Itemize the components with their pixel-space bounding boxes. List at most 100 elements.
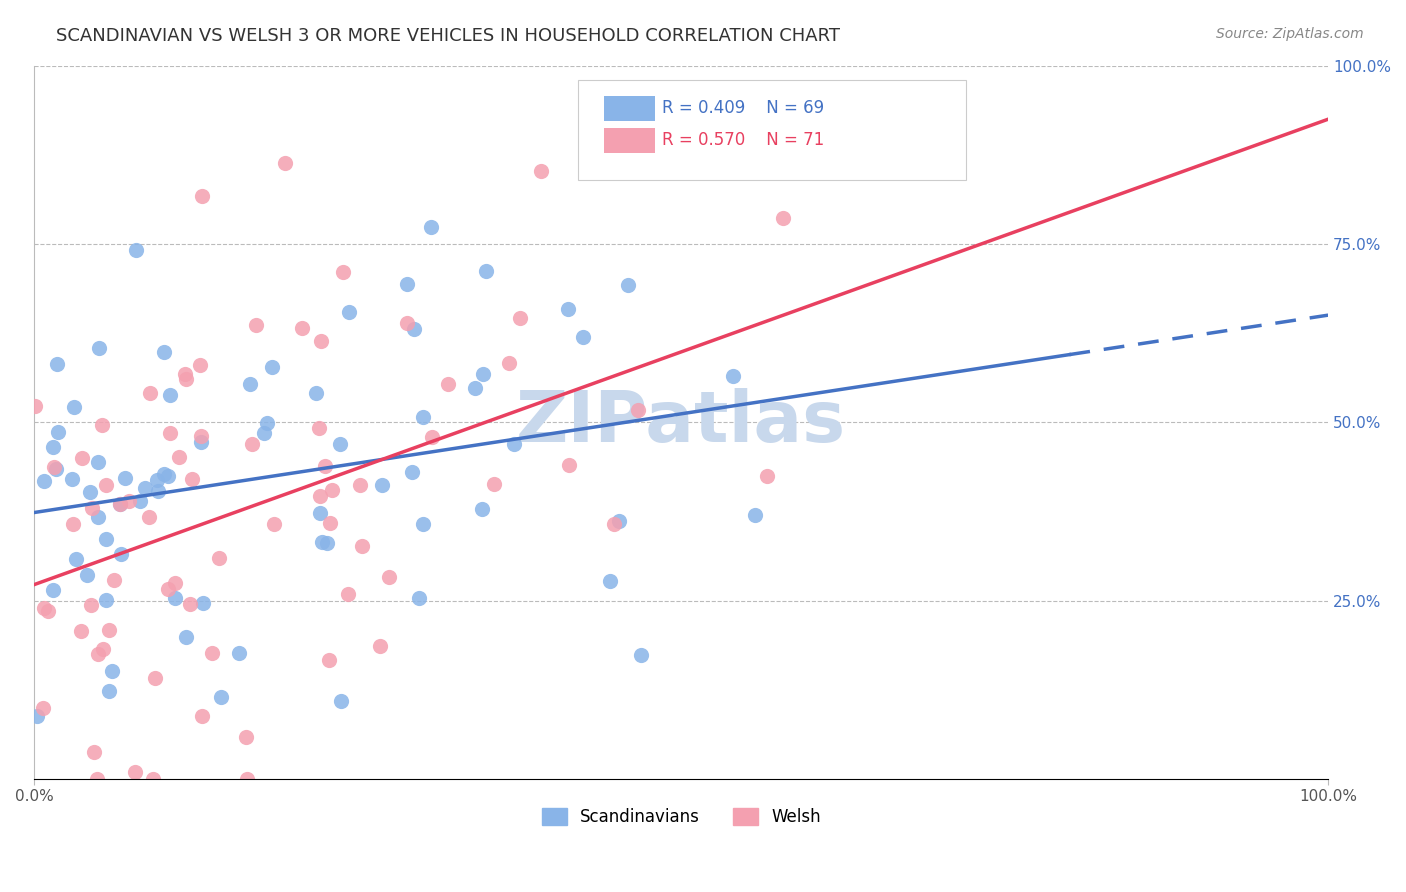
Point — [103, 573, 125, 587]
Point — [332, 265, 354, 279]
Point — [79, 484, 101, 499]
Point — [134, 481, 156, 495]
Point — [145, 473, 167, 487]
Point — [630, 648, 652, 662]
Point — [262, 360, 284, 375]
Point — [330, 694, 353, 708]
Point — [437, 377, 460, 392]
FancyBboxPatch shape — [603, 128, 655, 153]
Point — [176, 630, 198, 644]
Point — [152, 467, 174, 481]
Point — [236, 772, 259, 786]
Point — [153, 345, 176, 359]
Point — [370, 478, 392, 492]
Point — [101, 664, 124, 678]
Point — [32, 701, 55, 715]
Point — [76, 568, 98, 582]
Point — [256, 416, 278, 430]
Point — [62, 517, 84, 532]
Point — [32, 474, 55, 488]
Point — [308, 506, 330, 520]
Point — [46, 425, 69, 440]
Point — [142, 772, 165, 786]
Point — [756, 468, 779, 483]
Point — [502, 437, 524, 451]
Point — [208, 551, 231, 566]
Point — [336, 587, 359, 601]
Point — [401, 466, 423, 480]
Text: R = 0.570    N = 71: R = 0.570 N = 71 — [662, 131, 824, 150]
Point — [329, 436, 352, 450]
Point — [337, 304, 360, 318]
Point — [209, 690, 232, 704]
Point — [396, 316, 419, 330]
Point — [27, 709, 49, 723]
Point — [263, 516, 285, 531]
Point — [145, 671, 167, 685]
Point — [558, 458, 581, 472]
Point — [62, 472, 84, 486]
Point — [721, 369, 744, 384]
Point — [173, 367, 195, 381]
Point — [419, 220, 441, 235]
Point — [82, 501, 104, 516]
Point — [110, 547, 132, 561]
Point — [70, 624, 93, 638]
Point — [319, 516, 342, 530]
Point — [91, 642, 114, 657]
Point — [557, 301, 579, 316]
Point — [599, 574, 621, 588]
Point — [45, 461, 67, 475]
Point — [42, 440, 65, 454]
Point — [252, 425, 274, 440]
Point — [42, 583, 65, 598]
Point — [311, 535, 333, 549]
Point — [190, 358, 212, 372]
Point — [412, 517, 434, 532]
Point — [239, 376, 262, 391]
Point — [408, 591, 430, 605]
Point — [124, 765, 146, 780]
Point — [471, 501, 494, 516]
Point — [318, 652, 340, 666]
Point — [201, 646, 224, 660]
Point — [395, 277, 418, 291]
Point — [37, 604, 59, 618]
Point — [228, 646, 250, 660]
Point — [772, 211, 794, 225]
Point — [368, 640, 391, 654]
Point — [352, 539, 374, 553]
Text: R = 0.409    N = 69: R = 0.409 N = 69 — [662, 99, 824, 118]
Point — [24, 399, 46, 413]
Point — [308, 489, 330, 503]
Point — [117, 494, 139, 508]
Point — [91, 418, 114, 433]
Point — [603, 517, 626, 532]
Point — [402, 322, 425, 336]
Point — [97, 683, 120, 698]
Point — [163, 591, 186, 605]
Point — [626, 403, 648, 417]
Point — [124, 243, 146, 257]
Point — [616, 277, 638, 292]
Point — [157, 469, 180, 483]
Point — [70, 450, 93, 465]
Point — [110, 497, 132, 511]
FancyBboxPatch shape — [603, 96, 655, 121]
Point — [169, 450, 191, 464]
Point — [87, 510, 110, 524]
Point — [464, 381, 486, 395]
Point — [308, 420, 330, 434]
Point — [498, 356, 520, 370]
Point — [191, 189, 214, 203]
Point — [108, 497, 131, 511]
Point — [191, 595, 214, 609]
Point — [87, 455, 110, 469]
Point — [744, 508, 766, 522]
Point — [63, 400, 86, 414]
Point — [475, 263, 498, 277]
Point — [86, 772, 108, 786]
Point — [139, 386, 162, 401]
Text: Source: ZipAtlas.com: Source: ZipAtlas.com — [1216, 27, 1364, 41]
Point — [412, 409, 434, 424]
